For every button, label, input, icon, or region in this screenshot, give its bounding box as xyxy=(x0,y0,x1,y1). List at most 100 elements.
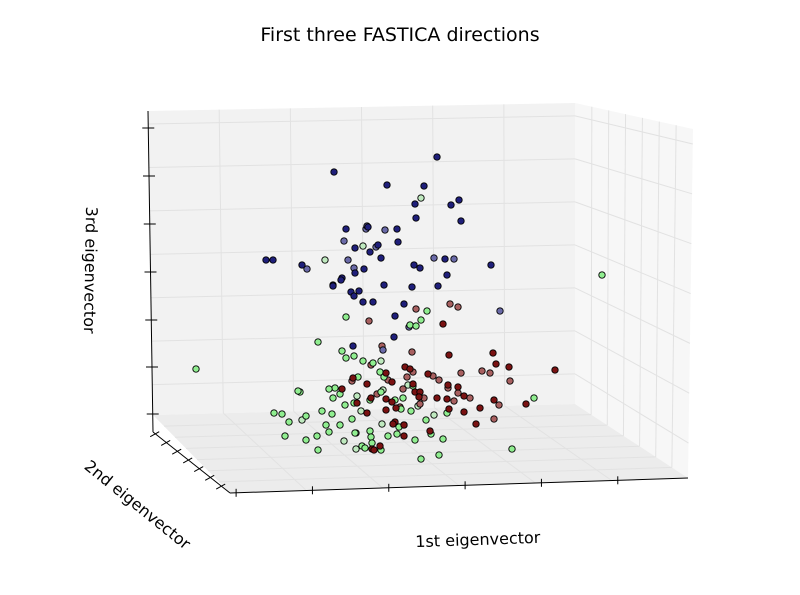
data-point-red xyxy=(460,408,468,416)
data-point-blue xyxy=(383,181,391,189)
data-point-blue xyxy=(342,225,350,233)
data-point-blue xyxy=(457,217,465,225)
data-point-red xyxy=(367,394,375,402)
grid-line xyxy=(622,114,627,436)
data-point-red-light xyxy=(454,389,462,397)
data-point-green xyxy=(285,418,293,426)
grid-line xyxy=(152,373,576,386)
grid-line xyxy=(185,435,624,449)
axes-3d xyxy=(142,103,693,497)
data-point-green xyxy=(348,415,356,423)
data-point-blue-light xyxy=(344,256,352,264)
data-point-red xyxy=(444,381,452,389)
data-point-green-light xyxy=(377,357,385,365)
data-point-green-light xyxy=(417,194,425,202)
data-point-green xyxy=(313,432,321,440)
grid-line xyxy=(574,201,692,245)
data-point-green xyxy=(393,430,401,438)
data-point-green-light xyxy=(359,242,367,250)
data-point-red xyxy=(445,351,453,359)
data-point-green xyxy=(412,322,420,330)
data-point-blue xyxy=(351,269,359,277)
grid-line xyxy=(293,410,383,489)
grid-line xyxy=(606,110,610,426)
axis-ticks xyxy=(142,127,619,497)
data-point-blue-light xyxy=(379,346,387,354)
grid-line xyxy=(151,287,576,299)
data-point-red xyxy=(363,380,371,388)
data-point-green xyxy=(325,428,333,436)
grid-line xyxy=(148,158,576,168)
data-point-green xyxy=(342,313,350,321)
data-point-red xyxy=(426,427,434,435)
grid-line xyxy=(196,445,640,461)
data-point-green xyxy=(314,446,322,454)
data-point-green xyxy=(411,436,419,444)
data-point-blue xyxy=(330,168,338,176)
data-point-red xyxy=(400,421,408,429)
grid-line xyxy=(218,466,672,483)
data-point-red xyxy=(415,393,423,401)
y-axis-tick xyxy=(193,466,204,473)
grid-line xyxy=(151,330,576,342)
data-point-red xyxy=(433,394,441,402)
data-point-green-light xyxy=(352,445,360,453)
data-point-red xyxy=(406,365,414,373)
data-point-blue xyxy=(350,292,358,300)
grid-line xyxy=(503,104,506,406)
data-point-red xyxy=(382,369,390,377)
data-point-blue xyxy=(400,300,408,308)
grid-line xyxy=(148,115,576,125)
data-point-red xyxy=(382,406,390,414)
data-point-red xyxy=(454,383,462,391)
data-point-red xyxy=(476,404,484,412)
data-point-green xyxy=(417,316,425,324)
data-point-green xyxy=(338,347,346,355)
data-point-green xyxy=(407,407,415,415)
data-point-green-light xyxy=(321,256,329,264)
data-point-blue xyxy=(410,261,418,269)
data-point-green xyxy=(350,352,358,360)
data-point-blue xyxy=(408,283,416,291)
data-point-blue xyxy=(434,282,442,290)
data-point-red-light xyxy=(506,377,514,385)
data-point-green xyxy=(331,384,339,392)
data-point-red xyxy=(392,404,400,412)
grid-line xyxy=(149,201,576,212)
data-point-red xyxy=(382,395,390,403)
data-point-red xyxy=(349,374,357,382)
data-point-red-light xyxy=(365,317,373,325)
data-point-red-light xyxy=(416,400,424,408)
data-point-green xyxy=(322,421,330,429)
data-point-blue xyxy=(355,287,363,295)
data-point-red xyxy=(338,385,346,393)
data-point-red-light xyxy=(486,369,494,377)
data-point-red xyxy=(505,363,513,371)
data-point-green xyxy=(423,307,431,315)
data-point-green xyxy=(435,451,443,459)
data-point-red xyxy=(389,420,397,428)
data-point-green xyxy=(281,432,289,440)
data-point-red xyxy=(472,420,480,428)
data-point-green xyxy=(368,439,376,447)
data-point-blue xyxy=(298,261,306,269)
data-point-green xyxy=(270,409,278,417)
grid-line xyxy=(222,412,307,491)
data-point-green-light xyxy=(378,420,386,428)
side-pane xyxy=(575,103,693,478)
data-point-red xyxy=(445,405,453,413)
data-point-green xyxy=(399,394,407,402)
data-point-green xyxy=(318,407,326,415)
x-axis-line xyxy=(229,477,689,494)
data-point-red xyxy=(424,370,432,378)
grid-line xyxy=(163,414,592,427)
data-point-red-light xyxy=(446,300,454,308)
data-point-red-light xyxy=(412,305,420,313)
data-point-blue xyxy=(377,254,385,262)
data-point-blue xyxy=(369,298,377,306)
data-point-green-light xyxy=(353,392,361,400)
grid-line xyxy=(207,456,656,472)
data-point-green xyxy=(417,455,425,463)
data-point-blue-light xyxy=(430,254,438,262)
data-point-red xyxy=(388,398,396,406)
